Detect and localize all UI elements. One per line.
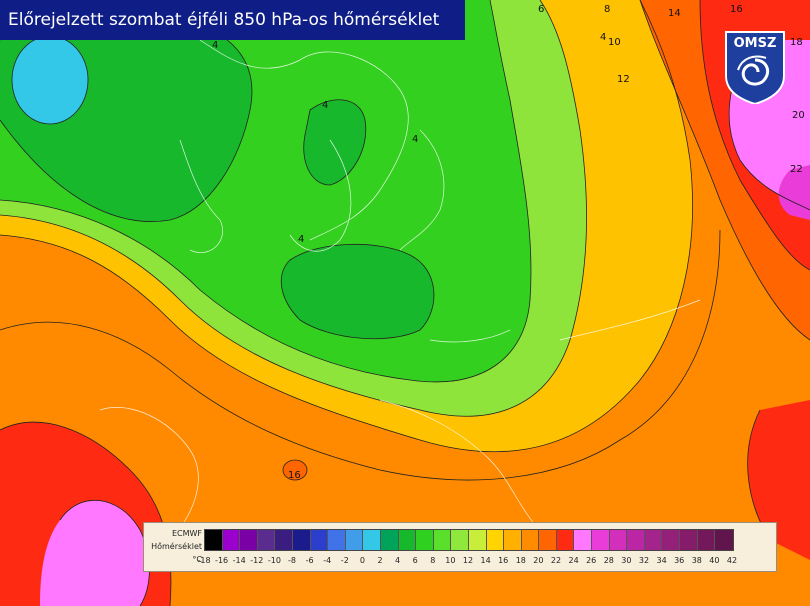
band-4-north (303, 99, 366, 185)
legend-tick-label: 22 (550, 556, 562, 565)
contour-labels: 4 4 4 4 4 6 8 10 12 14 16 16 18 20 22 (212, 4, 805, 481)
contour-label: 16 (288, 470, 301, 481)
legend-swatch (521, 530, 540, 550)
legend-swatch (592, 530, 610, 550)
legend-swatch (398, 530, 417, 550)
legend-swatch (451, 530, 469, 550)
legend-swatch (680, 530, 698, 550)
contour-label: 12 (617, 74, 630, 85)
legend-swatch (416, 530, 434, 550)
legend-swatch (697, 530, 716, 550)
coastlines (99, 39, 701, 541)
legend-swatch (609, 530, 628, 550)
legend-swatch (715, 530, 733, 550)
logo-text: OMSZ (733, 36, 777, 51)
legend-tick-label: -4 (323, 556, 332, 565)
legend-tick-label: 18 (515, 556, 526, 565)
legend-tick-label: 36 (674, 556, 685, 565)
contour-label: 16 (730, 4, 743, 15)
legend-swatch (363, 530, 381, 550)
legend-tick-label: -2 (340, 556, 349, 565)
legend-tick-label: 26 (586, 556, 597, 565)
band-20-sw (40, 500, 150, 606)
legend-variable: Hőmérséklet (151, 542, 202, 551)
legend-tick-label: 38 (691, 556, 702, 565)
omsz-logo: OMSZ (724, 30, 786, 106)
legend-tick-label: 30 (621, 556, 632, 565)
contour-label: 14 (668, 8, 681, 19)
legend-swatch (539, 530, 557, 550)
legend-tick-label: -16 (215, 556, 229, 565)
legend-swatch (556, 530, 575, 550)
legend-tick-label: -6 (305, 556, 314, 565)
legend-swatch (433, 530, 452, 550)
legend-swatches (204, 529, 734, 551)
legend-swatch (574, 530, 593, 550)
legend-swatch (627, 530, 645, 550)
legend-swatch (205, 530, 223, 550)
legend-swatch (345, 530, 364, 550)
legend-tick-label: 34 (656, 556, 667, 565)
map-title: Előrejelzett szombat éjféli 850 hPa-os h… (0, 0, 465, 40)
contour-label: 22 (790, 164, 803, 175)
legend-tick-label: 2 (377, 556, 383, 565)
contour-label: 4 (412, 134, 418, 145)
legend-labels: ECMWF Hőmérséklet °C (146, 527, 202, 566)
cyclone-icon (725, 31, 785, 106)
legend-source: ECMWF (171, 529, 202, 538)
band-18-se (747, 400, 810, 560)
legend-tick-label: -18 (197, 556, 211, 565)
legend-tick-label: 16 (498, 556, 509, 565)
legend-tick-label: -10 (267, 556, 281, 565)
legend-tick-label: 40 (709, 556, 720, 565)
legend-tick-label: 4 (395, 556, 401, 565)
legend-swatch (644, 530, 663, 550)
legend-swatch (468, 530, 487, 550)
color-legend: ECMWF Hőmérséklet °C -18 -16 -14 -12 -10 -8 -6… (143, 522, 777, 572)
contour-label: 20 (792, 110, 805, 121)
legend-swatch (328, 530, 346, 550)
legend-swatch (257, 530, 276, 550)
legend-tick-label: -8 (288, 556, 296, 565)
legend-tick-label: 6 (412, 556, 418, 565)
contour-label: 4 (298, 234, 304, 245)
legend-tick-label: 0 (359, 556, 365, 565)
contour-label: 8 (604, 4, 610, 15)
legend-ticks: -18 -16 -14 -12 -10 -8 -6 -4 -2 0 2 4 6 8 10 12 14 16 18 20… (196, 556, 776, 570)
contour-label: 4 (322, 100, 328, 111)
band-4-central (281, 244, 434, 339)
legend-swatch (240, 530, 258, 550)
legend-tick-label: 14 (480, 556, 491, 565)
legend-swatch (310, 530, 329, 550)
legend-tick-label: 28 (603, 556, 614, 565)
legend-swatch (504, 530, 522, 550)
legend-swatch (380, 530, 399, 550)
legend-tick-label: -14 (232, 556, 246, 565)
legend-tick-label: -12 (250, 556, 264, 565)
contour-label: 18 (790, 37, 803, 48)
legend-unit: °C (192, 555, 202, 564)
legend-tick-label: 32 (638, 556, 650, 565)
warm-blob (283, 460, 307, 480)
legend-swatch (275, 530, 293, 550)
legend-tick-label: 20 (533, 556, 544, 565)
contour-label: 4 (600, 32, 606, 43)
legend-tick-label: 24 (568, 556, 579, 565)
legend-swatch (486, 530, 505, 550)
contour-label: 6 (538, 4, 544, 15)
contour-label: 10 (608, 37, 621, 48)
legend-swatch (222, 530, 241, 550)
legend-tick-label: 8 (430, 556, 436, 565)
legend-tick-label: 12 (462, 556, 474, 565)
legend-tick-label: 10 (445, 556, 456, 565)
legend-swatch (662, 530, 681, 550)
legend-tick-label: 42 (726, 556, 738, 565)
contour-label: 4 (212, 40, 218, 51)
legend-swatch (292, 530, 311, 550)
cold-core (12, 36, 88, 124)
